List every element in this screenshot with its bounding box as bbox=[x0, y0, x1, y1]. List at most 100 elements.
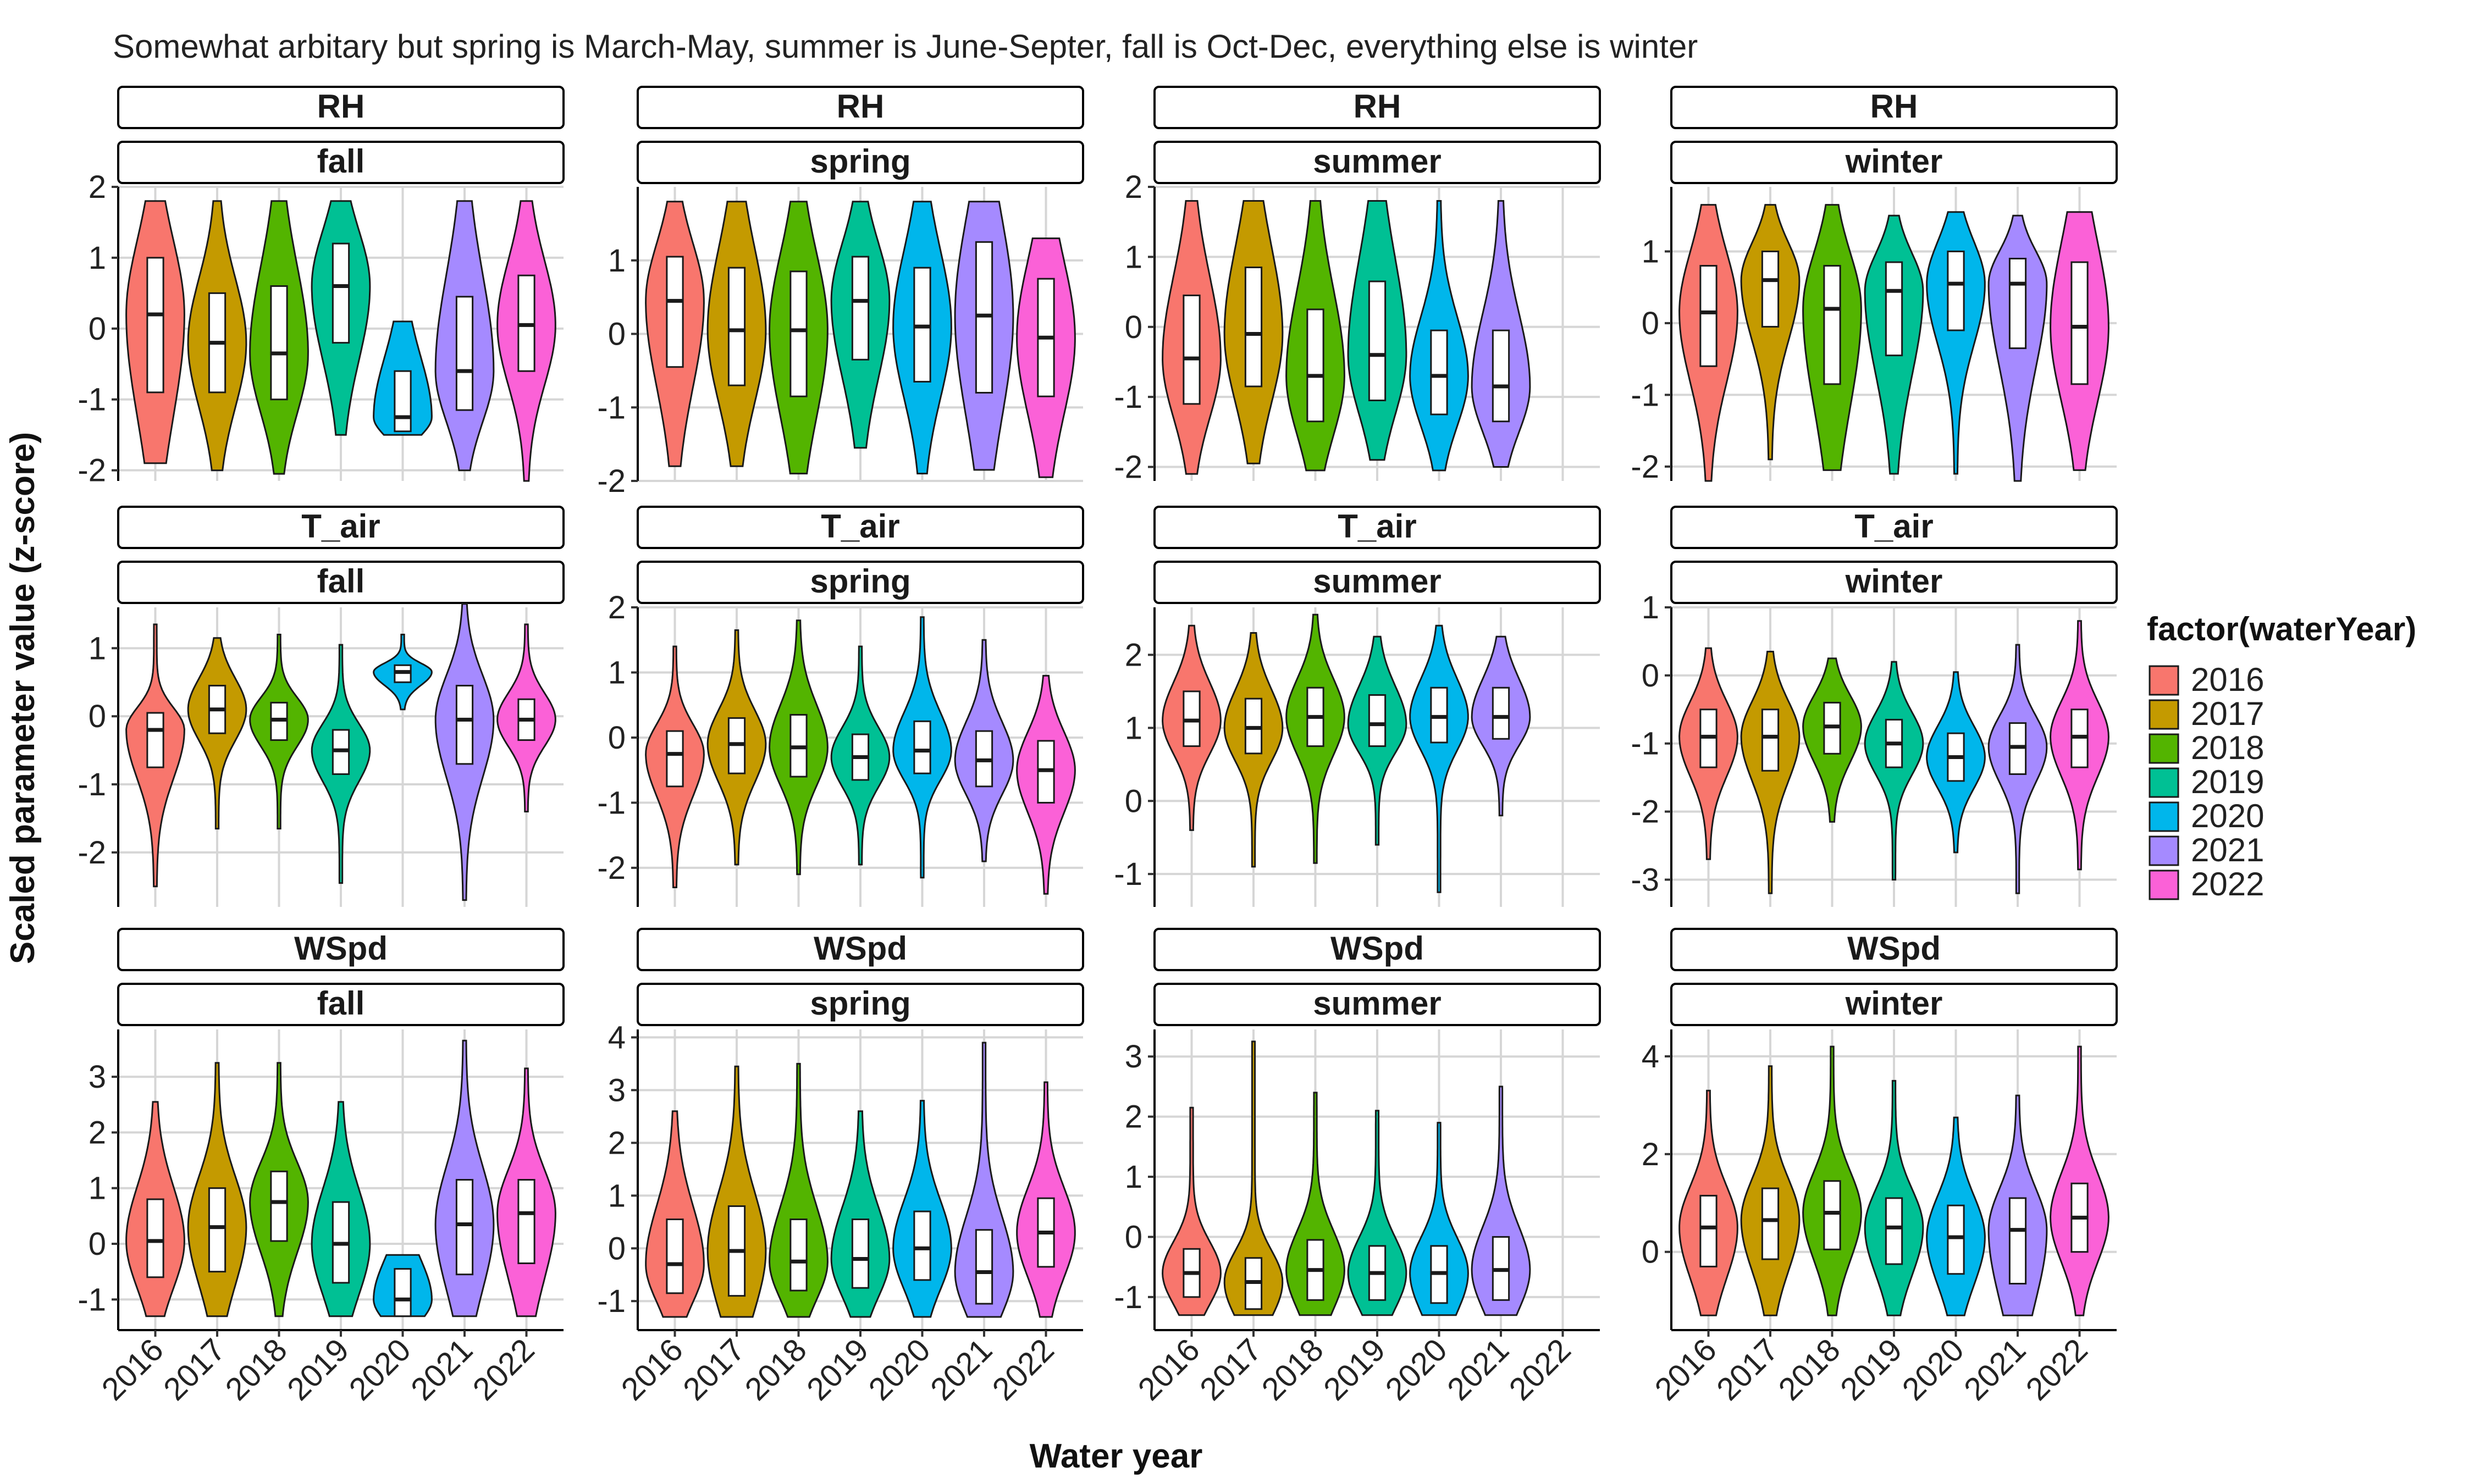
legend-label-2022: 2022 bbox=[2191, 866, 2264, 902]
strip-season-box bbox=[1153, 141, 1601, 184]
legend-label-2016: 2016 bbox=[2191, 661, 2264, 698]
y-tick-label: -2 bbox=[1631, 449, 1659, 485]
box-2016 bbox=[1699, 1194, 1718, 1267]
box-2018 bbox=[1823, 1180, 1841, 1250]
violin-2016 bbox=[645, 1110, 705, 1318]
violin-2021 bbox=[954, 1042, 1014, 1318]
y-tick-label: 0 bbox=[608, 1231, 626, 1266]
x-tick-label: 2022 bbox=[985, 1332, 1061, 1407]
strip-season-label: spring bbox=[810, 143, 910, 180]
box-2021 bbox=[455, 296, 474, 411]
strip-param-label: RH bbox=[1354, 88, 1401, 125]
y-tick-label: 3 bbox=[1125, 1039, 1142, 1075]
legend-key-2022 bbox=[2149, 870, 2179, 900]
strip-season-box bbox=[1670, 141, 2118, 184]
box-2018 bbox=[270, 1170, 288, 1242]
y-tick-label: 0 bbox=[608, 720, 626, 756]
strip-param-label: RH bbox=[837, 88, 885, 125]
box-2016 bbox=[1183, 294, 1201, 405]
strip-param-label: WSpd bbox=[1847, 930, 1941, 967]
strip-param-box bbox=[1153, 928, 1601, 971]
strip-param-box bbox=[637, 86, 1084, 129]
box-2021 bbox=[455, 1179, 474, 1276]
strip-season-box bbox=[1153, 561, 1601, 604]
strip-season-box bbox=[1153, 983, 1601, 1026]
box-2020 bbox=[394, 1268, 412, 1317]
y-tick-label: 1 bbox=[89, 630, 106, 666]
strip-param-label: T_air bbox=[821, 508, 899, 545]
violin-2022 bbox=[2050, 1045, 2109, 1316]
legend-label-2017: 2017 bbox=[2191, 695, 2264, 732]
strip-param-label: WSpd bbox=[294, 930, 388, 967]
y-tick-label: -1 bbox=[597, 390, 626, 425]
legend-label-2019: 2019 bbox=[2191, 763, 2264, 800]
box-2017 bbox=[1761, 250, 1780, 328]
box-2021 bbox=[2008, 257, 2027, 350]
legend-label-2021: 2021 bbox=[2191, 832, 2264, 868]
panel-RH-winter: RH winter -2 -1 0 1 bbox=[1631, 86, 2118, 485]
y-tick-label: 4 bbox=[1642, 1039, 1659, 1075]
violin-2020 bbox=[1409, 1122, 1469, 1316]
legend-key-2018 bbox=[2149, 733, 2179, 764]
strip-season-label: winter bbox=[1845, 563, 1943, 600]
strip-param-box bbox=[1670, 506, 2118, 549]
violin-2021 bbox=[1471, 1086, 1531, 1316]
box-2017 bbox=[1761, 708, 1780, 772]
box-2016 bbox=[1699, 265, 1718, 367]
box-2020 bbox=[1947, 1204, 1965, 1275]
panel-WSpd-winter: WSpd winter 0 2 4 201620172018201920202021202… bbox=[1642, 928, 2118, 1407]
strip-param-box bbox=[117, 506, 565, 549]
strip-param-box bbox=[1670, 928, 2118, 971]
y-tick-label: 0 bbox=[1125, 783, 1142, 819]
y-tick-label: -2 bbox=[78, 835, 106, 871]
y-tick-label: 0 bbox=[89, 1226, 106, 1262]
x-tick-label: 2020 bbox=[862, 1332, 937, 1407]
y-tick-label: 2 bbox=[89, 1115, 106, 1150]
y-tick-label: 0 bbox=[1642, 658, 1659, 694]
violin-2017 bbox=[1740, 651, 1801, 894]
panel-RH-summer: RH summer -2 -1 0 1 2 bbox=[1114, 86, 1601, 485]
box-2019 bbox=[332, 242, 350, 344]
box-2020 bbox=[913, 1210, 931, 1281]
box-2019 bbox=[1368, 694, 1387, 747]
legend-label-2018: 2018 bbox=[2191, 729, 2264, 766]
strip-season-label: fall bbox=[317, 985, 365, 1022]
panel-RH-spring: RH spring -2 -1 0 1 bbox=[597, 86, 1084, 499]
y-tick-label: 0 bbox=[608, 317, 626, 352]
strip-param-box bbox=[637, 928, 1084, 971]
y-tick-label: -1 bbox=[1631, 377, 1659, 413]
y-tick-label: 0 bbox=[1642, 1234, 1659, 1270]
box-2018 bbox=[789, 270, 808, 397]
strip-season-box bbox=[117, 141, 565, 184]
y-tick-label: 1 bbox=[608, 243, 626, 279]
violin-2017 bbox=[1223, 1040, 1284, 1316]
x-tick-label: 2017 bbox=[676, 1332, 752, 1407]
x-tick-label: 2019 bbox=[1317, 1332, 1392, 1407]
y-tick-label: 1 bbox=[608, 655, 626, 690]
y-tick-label: 1 bbox=[1125, 1159, 1142, 1195]
x-tick-label: 2018 bbox=[1255, 1332, 1330, 1407]
x-tick-label: 2017 bbox=[1710, 1332, 1785, 1407]
legend-key-2016 bbox=[2149, 665, 2179, 696]
strip-season-label: summer bbox=[1313, 563, 1441, 600]
x-tick-label: 2017 bbox=[1193, 1332, 1268, 1407]
x-tick-label: 2020 bbox=[1895, 1332, 1970, 1407]
box-2020 bbox=[1947, 250, 1965, 331]
y-tick-label: -2 bbox=[78, 453, 106, 489]
box-2016 bbox=[666, 730, 684, 788]
box-2020 bbox=[394, 370, 412, 433]
strip-param-box bbox=[637, 506, 1084, 549]
y-tick-label: 0 bbox=[1125, 1219, 1142, 1255]
x-tick-label: 2021 bbox=[1440, 1332, 1516, 1407]
box-2021 bbox=[975, 1229, 993, 1305]
x-tick-label: 2019 bbox=[280, 1332, 356, 1407]
y-tick-label: 0 bbox=[89, 311, 106, 347]
y-tick-label: 1 bbox=[89, 240, 106, 276]
x-tick-label: 2022 bbox=[466, 1332, 541, 1407]
strip-season-label: spring bbox=[810, 985, 910, 1022]
strip-season-box bbox=[637, 561, 1084, 604]
box-2020 bbox=[913, 720, 931, 774]
y-axis-title: Scaled parameter value (z-score) bbox=[4, 432, 42, 964]
box-2016 bbox=[666, 256, 684, 368]
